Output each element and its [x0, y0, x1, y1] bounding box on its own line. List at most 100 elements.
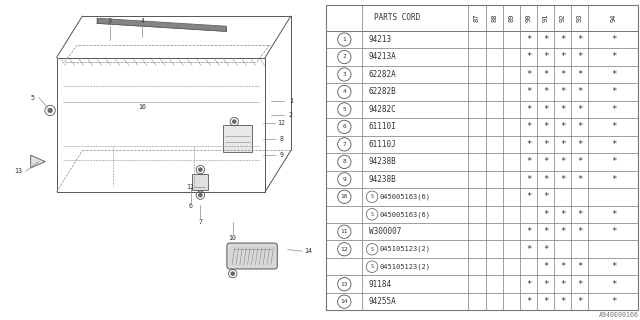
- Text: *: *: [611, 70, 616, 79]
- Text: *: *: [525, 122, 531, 132]
- Text: *: *: [525, 70, 531, 79]
- Text: *: *: [543, 227, 548, 236]
- Text: *: *: [611, 52, 616, 61]
- Text: *: *: [611, 227, 616, 236]
- Text: 94238B: 94238B: [369, 175, 396, 184]
- Text: *: *: [577, 210, 582, 219]
- Text: 045105123(2): 045105123(2): [380, 263, 431, 270]
- Text: *: *: [543, 192, 548, 201]
- Text: PARTS CORD: PARTS CORD: [374, 13, 420, 22]
- Text: *: *: [611, 210, 616, 219]
- Text: 91184: 91184: [369, 280, 392, 289]
- Text: 3: 3: [342, 72, 346, 77]
- Text: *: *: [577, 157, 582, 166]
- Text: *: *: [611, 175, 616, 184]
- FancyBboxPatch shape: [192, 174, 209, 190]
- Text: 90: 90: [525, 13, 531, 22]
- Text: *: *: [560, 35, 565, 44]
- Text: 8: 8: [279, 136, 283, 142]
- Text: 13: 13: [340, 282, 348, 287]
- Text: 14: 14: [340, 299, 348, 304]
- Text: *: *: [560, 175, 565, 184]
- Text: *: *: [577, 70, 582, 79]
- Text: *: *: [560, 227, 565, 236]
- Text: 62282B: 62282B: [369, 87, 396, 96]
- Text: 94282C: 94282C: [369, 105, 396, 114]
- Text: *: *: [560, 210, 565, 219]
- Circle shape: [231, 272, 234, 275]
- Text: S: S: [371, 264, 374, 269]
- Text: 91: 91: [543, 13, 548, 22]
- Text: *: *: [543, 297, 548, 306]
- Text: *: *: [543, 245, 548, 254]
- Text: 94255A: 94255A: [369, 297, 396, 306]
- Text: *: *: [560, 280, 565, 289]
- Text: *: *: [525, 280, 531, 289]
- Text: *: *: [525, 192, 531, 201]
- Text: 8: 8: [342, 159, 346, 164]
- Text: *: *: [543, 52, 548, 61]
- Text: *: *: [543, 210, 548, 219]
- Text: 62282A: 62282A: [369, 70, 396, 79]
- Text: 13: 13: [14, 168, 22, 174]
- Text: *: *: [560, 52, 565, 61]
- Text: 4: 4: [140, 18, 144, 24]
- Text: 1: 1: [289, 98, 293, 104]
- Text: 7: 7: [342, 142, 346, 147]
- Text: *: *: [577, 175, 582, 184]
- Text: *: *: [577, 297, 582, 306]
- Text: 2: 2: [342, 54, 346, 60]
- Text: *: *: [525, 52, 531, 61]
- Text: 94213A: 94213A: [369, 52, 396, 61]
- Circle shape: [199, 168, 202, 171]
- Text: 61110I: 61110I: [369, 122, 396, 132]
- Text: W300007: W300007: [369, 227, 401, 236]
- Text: *: *: [543, 87, 548, 96]
- Text: *: *: [543, 280, 548, 289]
- Text: *: *: [577, 140, 582, 149]
- Text: *: *: [611, 280, 616, 289]
- Text: 7: 7: [198, 220, 202, 225]
- Text: 6: 6: [189, 204, 193, 209]
- Text: *: *: [611, 87, 616, 96]
- Text: *: *: [577, 262, 582, 271]
- Text: *: *: [543, 70, 548, 79]
- Text: *: *: [611, 35, 616, 44]
- Text: 88: 88: [491, 13, 497, 22]
- Text: *: *: [577, 105, 582, 114]
- FancyBboxPatch shape: [223, 125, 252, 152]
- Text: 94238B: 94238B: [369, 157, 396, 166]
- Text: *: *: [560, 262, 565, 271]
- Text: 4: 4: [342, 90, 346, 94]
- Text: *: *: [543, 157, 548, 166]
- Text: *: *: [577, 52, 582, 61]
- Text: *: *: [543, 105, 548, 114]
- Text: *: *: [560, 297, 565, 306]
- Text: 5: 5: [342, 107, 346, 112]
- Text: *: *: [577, 227, 582, 236]
- FancyBboxPatch shape: [227, 243, 277, 269]
- Text: 10: 10: [340, 194, 348, 199]
- Text: *: *: [525, 140, 531, 149]
- Text: 5: 5: [30, 95, 35, 100]
- Text: 9: 9: [279, 152, 283, 158]
- Text: *: *: [577, 122, 582, 132]
- Text: 61110J: 61110J: [369, 140, 396, 149]
- Text: 92: 92: [560, 13, 566, 22]
- Text: *: *: [560, 105, 565, 114]
- Text: 87: 87: [474, 13, 480, 22]
- Text: 16: 16: [138, 104, 146, 110]
- Text: 93: 93: [577, 13, 583, 22]
- Text: *: *: [611, 297, 616, 306]
- Text: 045005163(6): 045005163(6): [380, 211, 431, 218]
- Text: 89: 89: [508, 13, 515, 22]
- Text: *: *: [611, 262, 616, 271]
- Text: *: *: [560, 140, 565, 149]
- Circle shape: [199, 194, 202, 197]
- Text: *: *: [543, 122, 548, 132]
- Text: *: *: [611, 105, 616, 114]
- Text: A940E00166: A940E00166: [598, 312, 639, 318]
- Text: *: *: [525, 157, 531, 166]
- Text: 045005163(6): 045005163(6): [380, 194, 431, 200]
- Text: *: *: [525, 227, 531, 236]
